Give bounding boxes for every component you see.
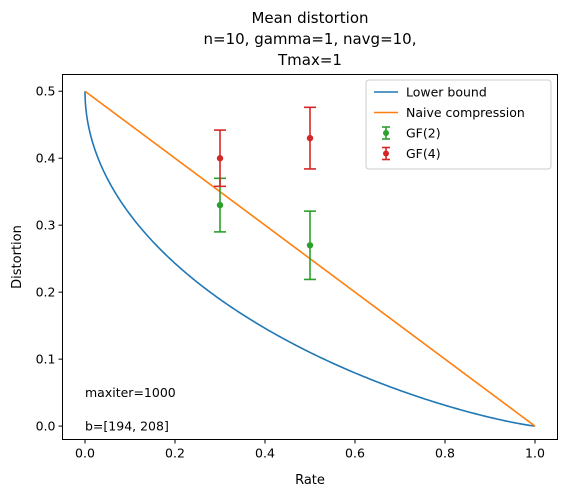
chart-title: Mean distortion n=10, gamma=1, navg=10, … xyxy=(204,9,417,69)
legend-entry-naive-compression: Naive compression xyxy=(374,105,525,120)
x-axis: 0.0 0.2 0.4 0.6 0.8 1.0 xyxy=(75,439,545,461)
legend-entry-gf-4: GF(4) xyxy=(382,146,441,161)
y-tick-label: 0.1 xyxy=(36,352,56,367)
y-tick-label: 0.2 xyxy=(36,285,56,300)
title-line-1: Mean distortion xyxy=(251,9,368,27)
y-tick-label: 0.4 xyxy=(36,151,56,166)
errorbar-point-gf-2 xyxy=(214,177,226,233)
legend-label: Lower bound xyxy=(406,85,487,100)
legend-label: Naive compression xyxy=(406,105,525,120)
series-line-lower-bound xyxy=(84,91,536,427)
errorbar-point-gf-4 xyxy=(214,129,226,188)
x-tick-label: 0.2 xyxy=(165,446,185,461)
x-tick-label: 0.0 xyxy=(75,446,95,461)
y-axis: 0.0 0.1 0.2 0.3 0.4 0.5 xyxy=(36,84,63,434)
x-tick-label: 0.6 xyxy=(345,446,365,461)
legend-label: GF(2) xyxy=(406,126,441,141)
legend-entry-lower-bound: Lower bound xyxy=(374,85,487,100)
series-layer xyxy=(84,90,536,427)
legend-label: GF(4) xyxy=(406,146,441,161)
legend-entry-gf-2: GF(2) xyxy=(382,126,441,141)
errorbar-point-gf-4 xyxy=(304,106,316,170)
plot-frame xyxy=(62,74,558,440)
annotation-text: b=[194, 208] xyxy=(85,419,169,434)
x-tick-label: 0.4 xyxy=(255,446,275,461)
legend-swatch-marker xyxy=(383,150,389,157)
x-axis-label: Rate xyxy=(295,473,325,488)
y-tick-label: 0.3 xyxy=(36,218,56,233)
data-point-marker xyxy=(306,242,314,249)
annotations: maxiter=1000 b=[194, 208] xyxy=(85,385,176,433)
title-line-2: n=10, gamma=1, navg=10, xyxy=(204,30,417,48)
y-axis-label: Distortion xyxy=(10,225,25,289)
y-tick-label: 0.5 xyxy=(36,84,56,99)
legend: Lower bound Naive compression GF(2) GF(4) xyxy=(365,79,552,170)
annotation-text: maxiter=1000 xyxy=(85,385,176,400)
plot-area xyxy=(84,90,536,427)
legend-swatch-marker xyxy=(383,130,389,136)
y-tick-label: 0.0 xyxy=(36,419,56,434)
legend-box xyxy=(365,79,552,170)
data-point-marker xyxy=(306,134,314,142)
data-point-marker xyxy=(216,155,224,162)
x-tick-label: 1.0 xyxy=(525,446,545,461)
x-tick-label: 0.8 xyxy=(435,446,455,461)
data-point-marker xyxy=(216,201,224,209)
title-line-3: Tmax=1 xyxy=(277,51,342,69)
errorbar-point-gf-2 xyxy=(304,210,316,281)
